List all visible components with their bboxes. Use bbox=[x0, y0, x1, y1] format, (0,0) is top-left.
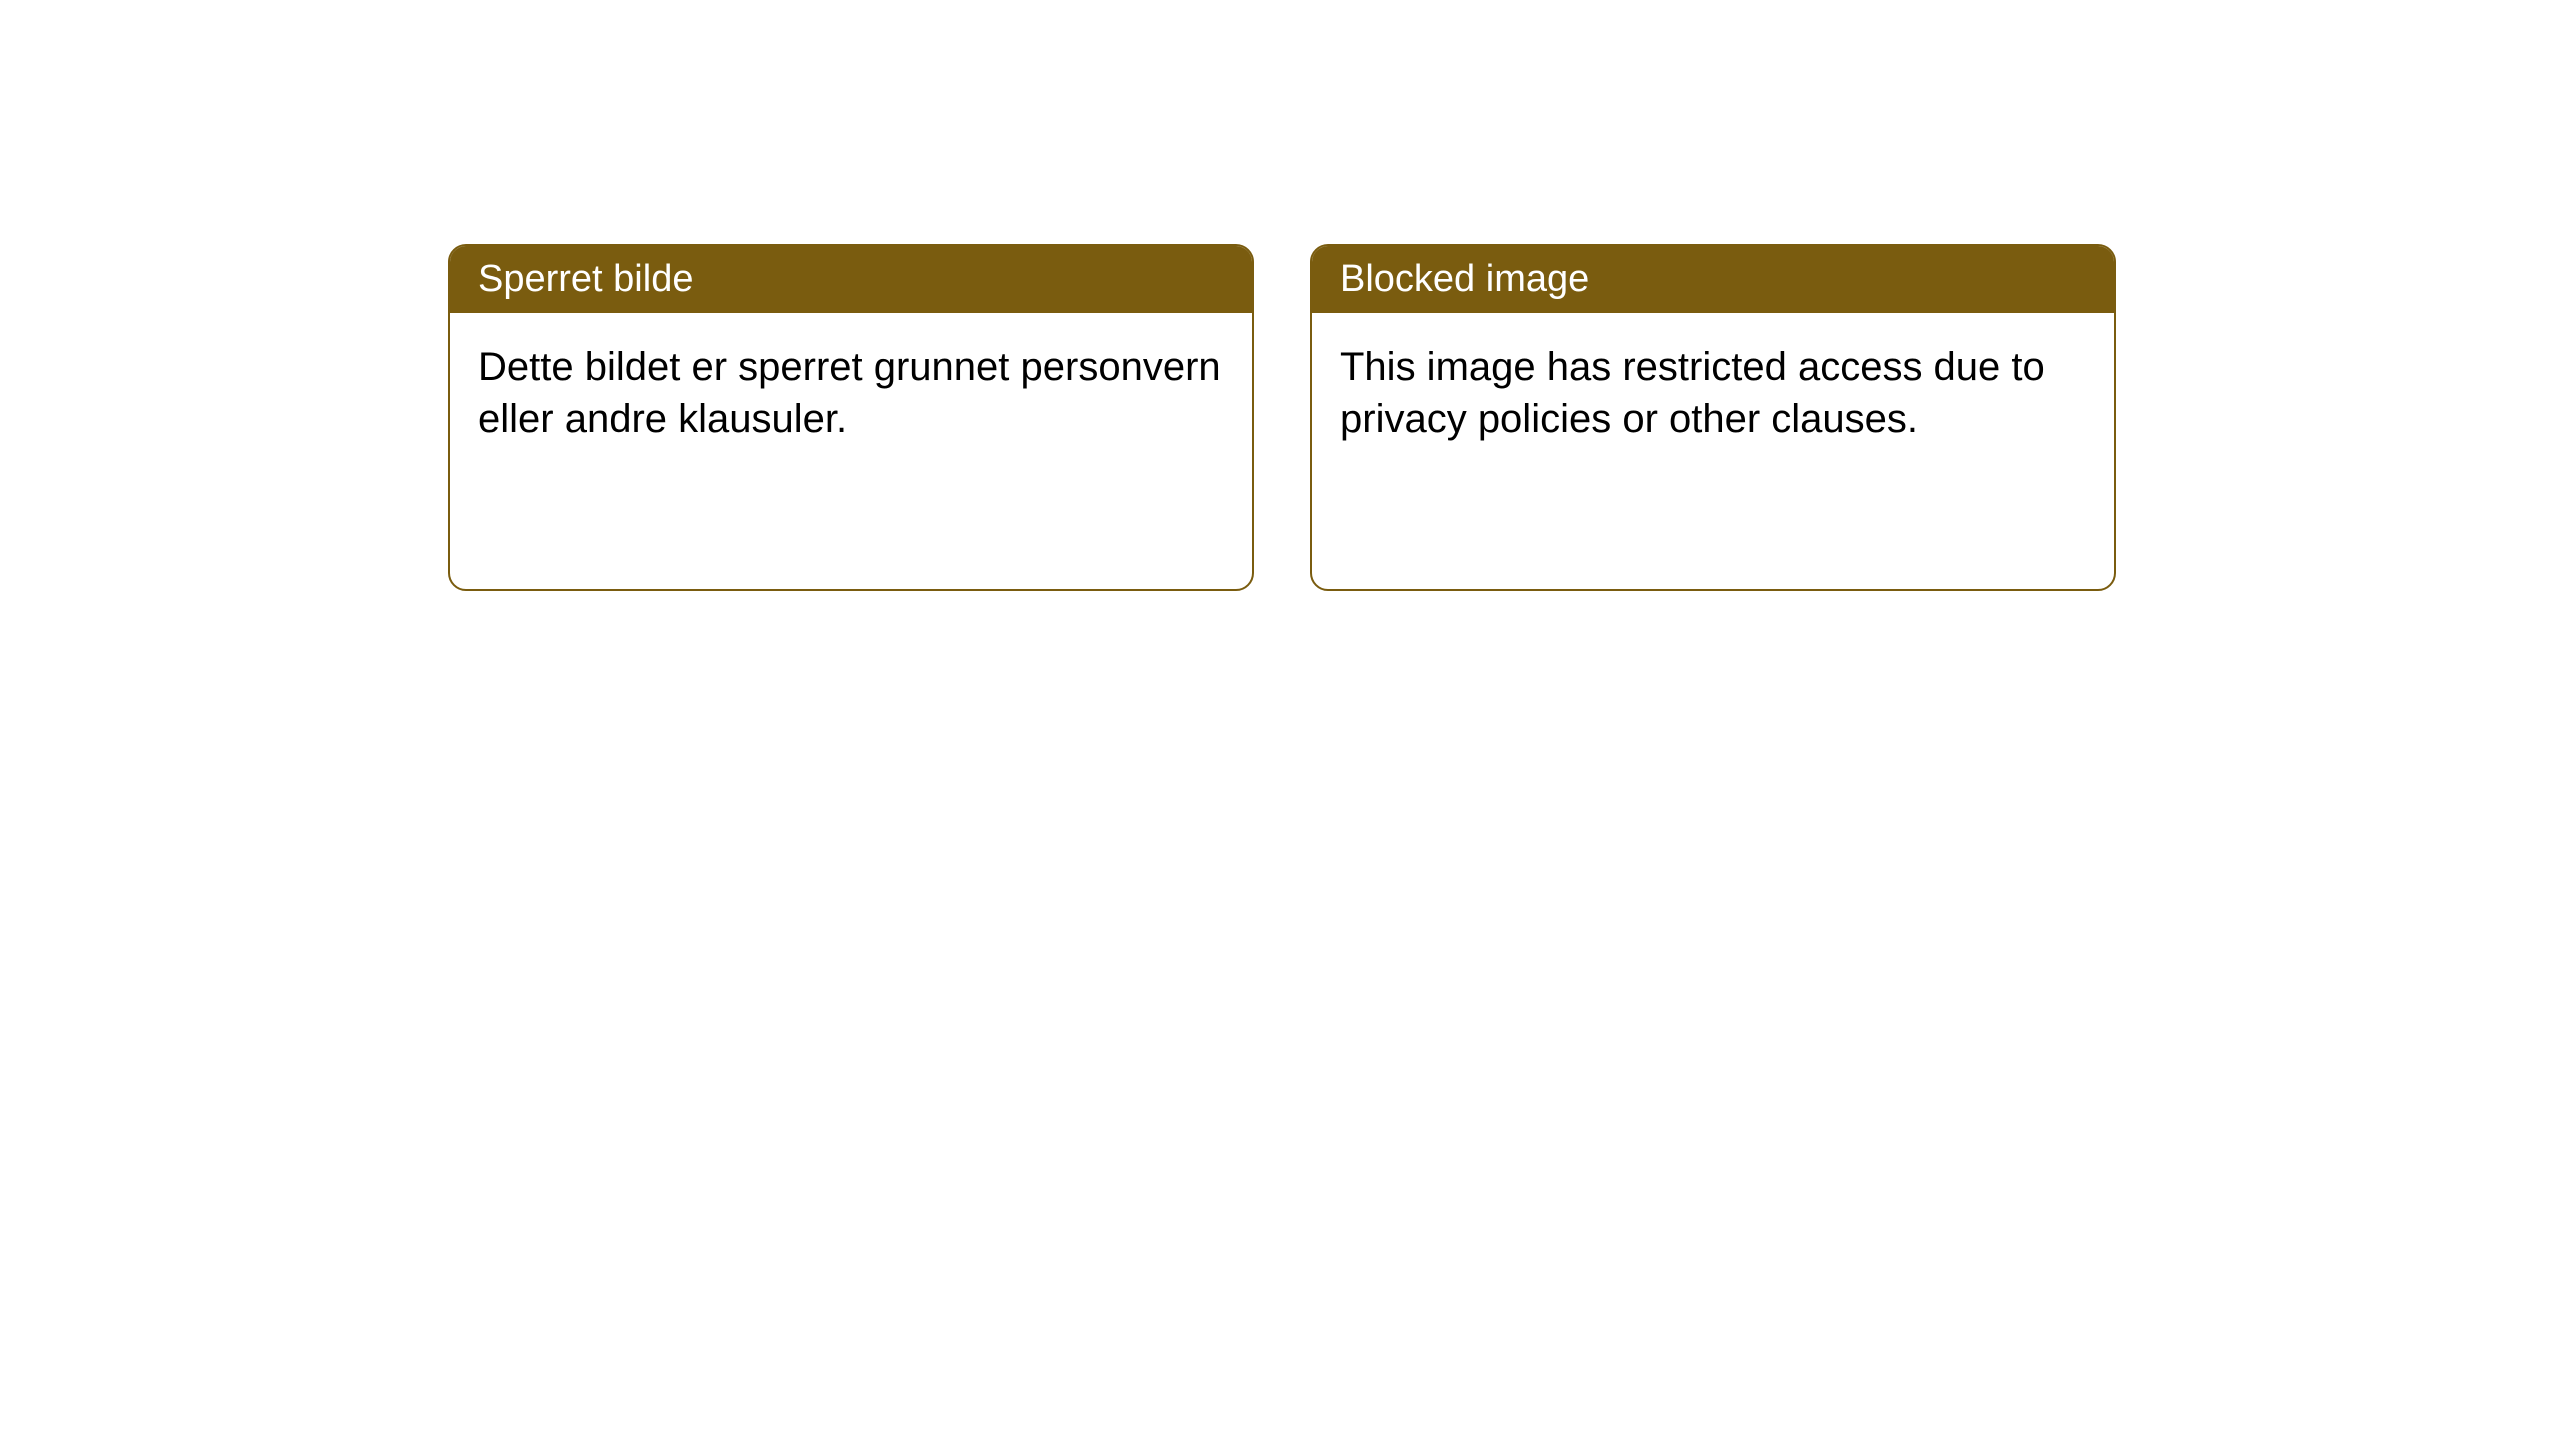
notice-body-english: This image has restricted access due to … bbox=[1312, 313, 2114, 589]
notice-body-norwegian: Dette bildet er sperret grunnet personve… bbox=[450, 313, 1252, 589]
notice-header-norwegian: Sperret bilde bbox=[450, 246, 1252, 313]
notice-text-norwegian: Dette bildet er sperret grunnet personve… bbox=[478, 345, 1221, 441]
notice-card-norwegian: Sperret bilde Dette bildet er sperret gr… bbox=[448, 244, 1254, 591]
notice-header-english: Blocked image bbox=[1312, 246, 2114, 313]
notice-title-english: Blocked image bbox=[1340, 258, 1589, 300]
notice-text-english: This image has restricted access due to … bbox=[1340, 345, 2045, 441]
notice-card-english: Blocked image This image has restricted … bbox=[1310, 244, 2116, 591]
notice-container: Sperret bilde Dette bildet er sperret gr… bbox=[448, 244, 2116, 591]
notice-title-norwegian: Sperret bilde bbox=[478, 258, 693, 300]
